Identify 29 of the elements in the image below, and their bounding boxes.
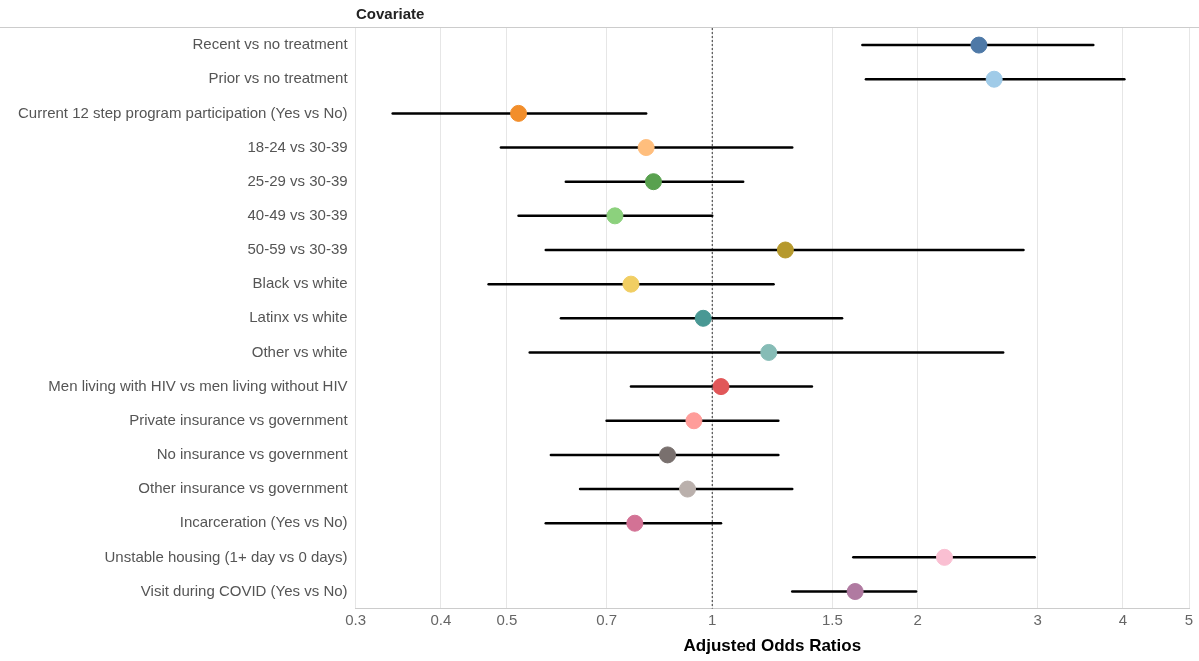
x-tick-label: 0.7 [596,610,618,628]
y-tick-label: Current 12 step program participation (Yes vs No) [17,103,348,121]
x-tick-label: 3 [1033,610,1042,628]
y-tick-label: 25-29 vs 30-39 [247,171,348,189]
y-tick-label: Unstable housing (1+ day vs 0 days) [104,547,348,565]
y-tick-label: Prior vs no treatment [208,69,349,87]
y-tick-label: Other insurance vs government [138,479,349,497]
y-tick-label: 50-59 vs 30-39 [247,240,348,258]
x-tick-label: 4 [1118,610,1128,628]
x-tick-label: 0.5 [496,610,518,628]
y-tick-label: 40-49 vs 30-39 [247,205,348,223]
x-tick-label: 5 [1184,610,1194,628]
y-tick-label: Visit during COVID (Yes vs No) [140,581,348,599]
y-tick-label: Men living with HIV vs men living without HIV [48,376,348,394]
y-tick-label: No insurance vs government [156,445,349,463]
x-axis-title: Adjusted Odds Ratios [683,636,862,656]
y-tick-label: Black vs white [252,274,348,292]
y-axis-title: Covariate [356,5,425,22]
x-tick-label: 0.4 [430,610,452,628]
x-tick-label: 1.5 [821,610,843,628]
y-tick-label: Recent vs no treatment [192,35,349,53]
x-tick-label: 0.3 [345,610,367,628]
y-tick-label: Private insurance vs government [129,410,349,428]
x-tick-label: 2 [913,610,922,628]
y-tick-label: Latinx vs white [249,308,348,326]
x-tick-label: 1 [708,610,717,628]
y-tick-label: Other vs white [251,342,348,360]
y-tick-label: Incarceration (Yes vs No) [179,513,348,531]
y-tick-label: 18-24 vs 30-39 [247,137,348,155]
